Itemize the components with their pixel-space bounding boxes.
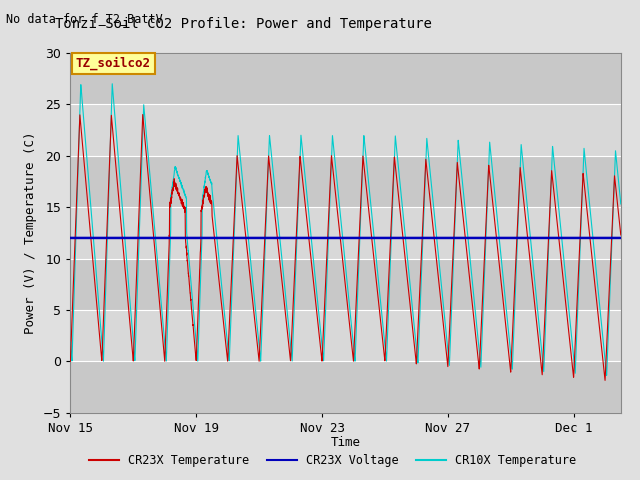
X-axis label: Time: Time	[331, 436, 360, 449]
Bar	[70, 104, 621, 156]
Bar	[70, 361, 621, 413]
Bar	[70, 259, 621, 310]
Bar	[70, 156, 621, 207]
Bar	[70, 207, 621, 259]
Bar	[70, 53, 621, 104]
Text: Tonzi Soil CO2 Profile: Power and Temperature: Tonzi Soil CO2 Profile: Power and Temper…	[55, 17, 431, 31]
Text: TZ_soilco2: TZ_soilco2	[76, 57, 151, 70]
Bar	[70, 310, 621, 361]
Y-axis label: Power (V) / Temperature (C): Power (V) / Temperature (C)	[24, 132, 37, 334]
Text: No data for f_T2_BattV: No data for f_T2_BattV	[6, 12, 163, 25]
Legend: CR23X Temperature, CR23X Voltage, CR10X Temperature: CR23X Temperature, CR23X Voltage, CR10X …	[84, 449, 581, 472]
